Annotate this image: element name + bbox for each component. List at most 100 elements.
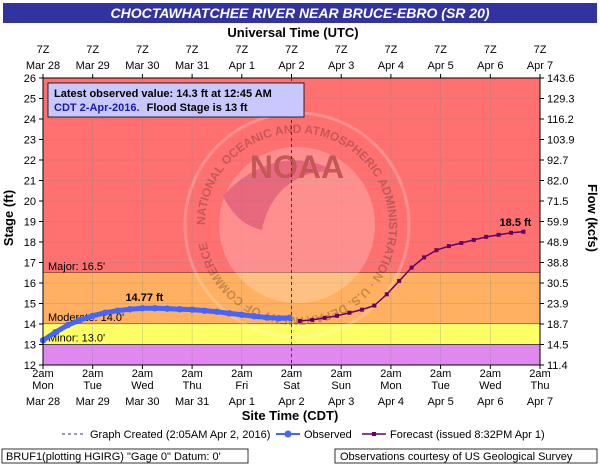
observed-point	[139, 305, 146, 312]
observed-point	[275, 315, 283, 322]
forecast-point	[297, 318, 302, 323]
y2-tick-label: 143.6	[547, 73, 575, 85]
observed-point	[201, 307, 208, 314]
band-label-minor: Minor: 13.0'	[48, 333, 105, 345]
left-axis-title: Stage (ft)	[1, 190, 16, 246]
x2-tick-time: 7Z	[484, 44, 497, 56]
courtesy-note: Observations courtesy of US Geological S…	[340, 451, 573, 463]
x-tick-day: Mon	[380, 380, 401, 392]
x-tick-time: 2am	[480, 368, 501, 380]
data-series: 14.77 ft 18.5 ft	[39, 217, 532, 344]
x2-tick-date: Apr 2	[278, 60, 304, 72]
x-tick-time: 2am	[82, 368, 103, 380]
y-tick-label: 24	[24, 114, 36, 126]
y-tick-label: 12	[24, 360, 36, 372]
forecast-point	[347, 310, 352, 315]
latest-value-line1: Latest observed value: 14.3 ft at 12:45 …	[54, 88, 272, 100]
y2-tick-label: 38.8	[547, 258, 568, 270]
forecast-point	[409, 265, 414, 270]
x2-tick-date: Mar 31	[175, 60, 209, 72]
forecast-point	[422, 255, 427, 260]
y2-tick-label: 14.5	[547, 340, 568, 352]
observed-point	[263, 314, 270, 321]
forecast-peak-label: 18.5 ft	[500, 217, 532, 229]
forecast-point	[521, 229, 526, 234]
seal-inner-disc	[219, 147, 375, 303]
courtesy-note-box	[334, 448, 598, 464]
datum-note: BRUF1(plotting HGIRG) "Gage 0" Datum: 0'	[6, 451, 221, 463]
observed-point	[176, 306, 183, 313]
bottom-axis-title: Site Time (CDT)	[242, 408, 339, 423]
forecast-point	[372, 303, 377, 308]
chart-title: CHOCTAWHATCHEE RIVER NEAR BRUCE-EBRO (SR…	[110, 5, 489, 21]
x-tick-time: 2am	[430, 368, 451, 380]
title-bar	[3, 3, 597, 23]
observed-point	[64, 321, 72, 329]
y-tick-label: 25	[24, 94, 36, 106]
x2-tick-time: 7Z	[384, 44, 397, 56]
x-tick-date: Mar 31	[175, 396, 209, 408]
x-tick-day: Sun	[331, 380, 351, 392]
x-tick-date: Apr 2	[278, 396, 304, 408]
observed-point	[164, 305, 171, 312]
x-tick-date: Apr 5	[427, 396, 453, 408]
y-tick-label: 17	[24, 258, 36, 270]
x-tick-date: Apr 4	[378, 396, 404, 408]
legend-forecast-marker	[372, 432, 376, 436]
y2-tick-label: 116.2	[547, 114, 574, 126]
x-tick-date: Apr 6	[477, 396, 503, 408]
y2-tick-label: 103.9	[547, 135, 575, 147]
y-tick-label: 26	[24, 73, 36, 85]
y-tick-label: 16	[24, 278, 36, 290]
x2-tick-time: 7Z	[86, 44, 99, 56]
forecast-point	[496, 232, 501, 237]
observed-point	[151, 305, 159, 312]
x-tick-day: Tue	[83, 380, 102, 392]
x2-tick-time: 7Z	[285, 44, 298, 56]
y2-tick-label: 30.5	[547, 278, 568, 290]
datum-note-box	[1, 448, 249, 464]
observed-point	[286, 314, 293, 322]
x-tick-time: 2am	[132, 368, 153, 380]
observed-peak-label: 14.77 ft	[125, 292, 163, 304]
latest-value-date: CDT 2-Apr-2016.	[54, 102, 140, 114]
y-tick-label: 18	[24, 237, 36, 249]
x-tick-day: Thu	[531, 380, 550, 392]
x2-tick-date: Apr 1	[229, 60, 255, 72]
flood-stage-note: Flood Stage is 13 ft	[147, 102, 248, 114]
x-tick-date: Mar 30	[125, 396, 159, 408]
y2-tick-label: 129.3	[547, 94, 575, 106]
observed-point	[238, 311, 245, 318]
top-axis-title: Universal Time (UTC)	[227, 25, 358, 40]
x-tick-time: 2am	[281, 368, 302, 380]
latest-value-line2: CDT 2-Apr-2016. Flood Stage is 13 ft	[54, 102, 248, 114]
band-label-major: Major: 16.5'	[48, 261, 105, 273]
latest-value-box-frame	[47, 82, 305, 118]
x-tick-time: 2am	[380, 368, 401, 380]
legend: Graph Created (2:05AM Apr 2, 2016) Obser…	[62, 429, 545, 441]
x-tick-date: Mar 28	[26, 396, 60, 408]
forecast-point	[397, 278, 402, 283]
x2-tick-date: Mar 30	[125, 60, 159, 72]
y2-tick-label: 18.7	[547, 319, 568, 331]
observed-point	[213, 308, 221, 315]
x2-tick-date: Apr 5	[427, 60, 453, 72]
forecast-point	[310, 317, 315, 322]
x2-tick-time: 7Z	[235, 44, 248, 56]
noaa-watermark: NOAA NATIONAL OCEANIC AND ATMOSPHERIC AD…	[183, 111, 411, 339]
y-tick-label: 14	[24, 319, 36, 331]
x-tick-day: Tue	[431, 380, 450, 392]
y-tick-label: 21	[24, 176, 36, 188]
observed-point	[77, 316, 84, 324]
observed-point	[126, 306, 134, 313]
x-tick-date: Apr 1	[229, 396, 255, 408]
x2-tick-date: Apr 3	[328, 60, 354, 72]
band-minor	[43, 324, 540, 345]
observed-point	[251, 313, 258, 320]
y2-tick-label: 92.7	[547, 155, 568, 167]
x2-tick-date: Apr 7	[527, 60, 553, 72]
y-tick-label: 22	[24, 155, 36, 167]
y2-tick-label: 59.9	[547, 217, 568, 229]
y2-tick-label: 48.9	[547, 237, 568, 249]
x2-tick-time: 7Z	[434, 44, 447, 56]
